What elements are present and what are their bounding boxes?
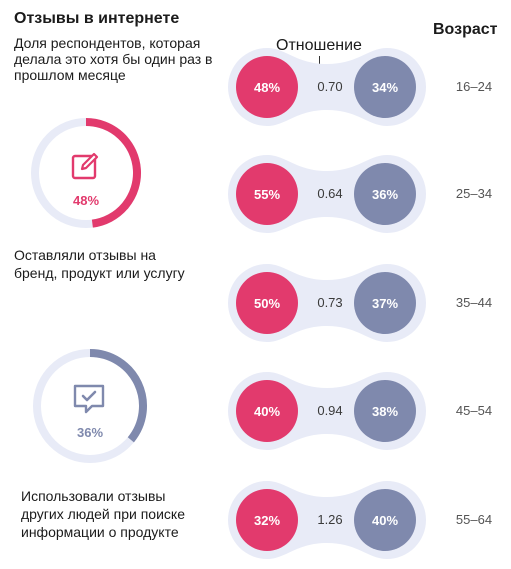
- caption-used-reviews: Использовали отзывы других людей при пои…: [21, 488, 185, 540]
- right-value-circle: 40%: [354, 489, 416, 551]
- left-value-circle: 48%: [236, 56, 298, 118]
- message-check-icon: [73, 384, 105, 414]
- donut-value-arc: [89, 349, 147, 443]
- right-value-circle: 36%: [354, 163, 416, 225]
- reviews-left-donut: [31, 118, 141, 228]
- left-value-circle: 55%: [236, 163, 298, 225]
- age-label: 16–24: [455, 79, 493, 94]
- left-value-circle: 40%: [236, 380, 298, 442]
- ratio-column-header: Отношение: [276, 37, 362, 54]
- chart-subtitle: Доля респондентов, которая делала это хо…: [14, 35, 213, 83]
- donut-value-label-left: 48%: [72, 193, 100, 208]
- edit-icon: [71, 152, 99, 180]
- age-column-header: Возраст: [433, 21, 498, 38]
- age-label: 45–54: [455, 403, 493, 418]
- reviews-used-donut: [33, 349, 147, 463]
- age-label: 25–34: [455, 186, 493, 201]
- donut-value-label-right: 36%: [76, 425, 104, 440]
- ratio-value: 0.94: [317, 403, 343, 418]
- left-value-circle: 32%: [236, 489, 298, 551]
- ratio-header-tick: [319, 56, 320, 65]
- age-label: 55–64: [455, 512, 493, 527]
- caption-left-reviews: Оставляли отзывы на бренд, продукт или у…: [14, 247, 185, 281]
- ratio-value: 0.70: [317, 79, 343, 94]
- left-value-circle: 50%: [236, 272, 298, 334]
- chart-title: Отзывы в интернете: [14, 10, 180, 27]
- ratio-value: 0.73: [317, 295, 343, 310]
- donut-value-arc: [85, 118, 141, 228]
- age-label: 35–44: [455, 295, 493, 310]
- ratio-value: 0.64: [317, 186, 343, 201]
- right-value-circle: 34%: [354, 56, 416, 118]
- ratio-value: 1.26: [317, 512, 343, 527]
- right-value-circle: 37%: [354, 272, 416, 334]
- right-value-circle: 38%: [354, 380, 416, 442]
